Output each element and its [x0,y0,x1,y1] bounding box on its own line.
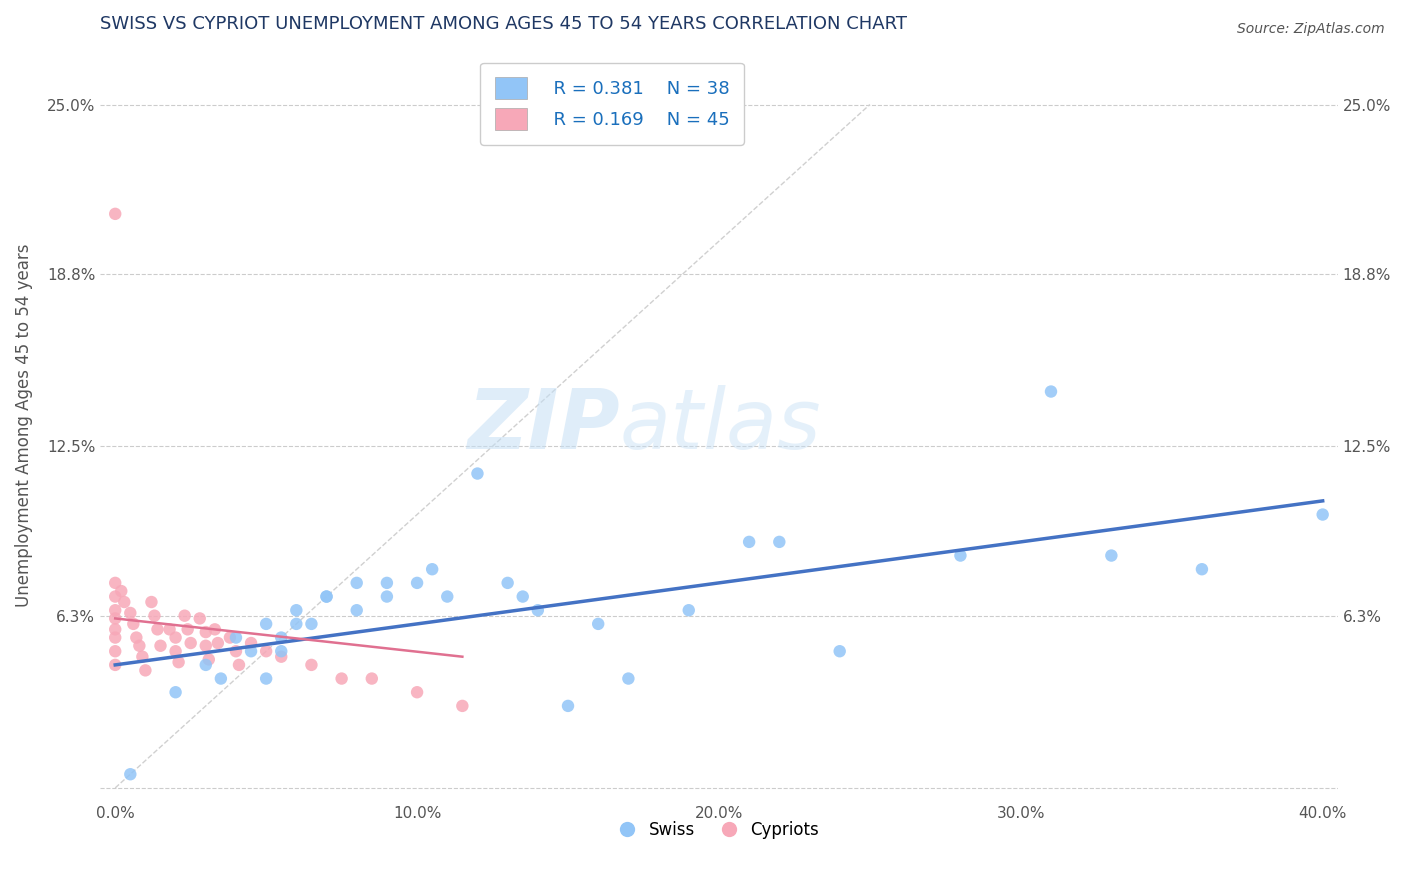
Point [104,657,127,672]
Point [131,649,153,664]
Point [557,698,579,713]
Point [360,672,382,686]
Point [225,631,247,645]
Point [330,672,353,686]
Legend: Swiss, Cypriots: Swiss, Cypriots [612,814,825,846]
Point [406,575,429,590]
Point [285,616,308,631]
Point [270,644,292,658]
Point [188,611,211,625]
Point [240,644,263,658]
Point [165,644,187,658]
Point [496,575,519,590]
Point [346,603,368,617]
Text: Source: ZipAtlas.com: Source: ZipAtlas.com [1237,22,1385,37]
Point [1191,562,1213,576]
Text: SWISS VS CYPRIOT UNEMPLOYMENT AMONG AGES 45 TO 54 YEARS CORRELATION CHART: SWISS VS CYPRIOT UNEMPLOYMENT AMONG AGES… [100,15,907,33]
Point [104,644,127,658]
Point [436,590,458,604]
Point [254,672,277,686]
Point [165,631,187,645]
Point [122,616,145,631]
Point [209,672,232,686]
Y-axis label: Unemployment Among Ages 45 to 54 years: Unemployment Among Ages 45 to 54 years [15,244,32,607]
Point [828,644,851,658]
Point [1312,508,1334,522]
Point [375,575,398,590]
Point [270,631,292,645]
Point [194,639,217,653]
Point [1040,384,1063,399]
Point [527,603,550,617]
Point [125,631,148,645]
Point [406,685,429,699]
Point [375,590,398,604]
Point [180,636,202,650]
Point [120,606,142,620]
Point [198,652,221,666]
Point [110,584,132,599]
Point [254,616,277,631]
Point [104,603,127,617]
Point [225,644,247,658]
Point [240,636,263,650]
Point [104,575,127,590]
Point [120,767,142,781]
Point [194,625,217,640]
Point [104,623,127,637]
Point [194,657,217,672]
Point [420,562,443,576]
Text: atlas: atlas [620,385,821,467]
Point [104,590,127,604]
Point [346,575,368,590]
Point [149,639,172,653]
Point [104,631,127,645]
Point [219,631,242,645]
Point [128,639,150,653]
Point [167,655,190,669]
Point [254,644,277,658]
Point [512,590,534,604]
Point [134,664,156,678]
Point [315,590,337,604]
Point [176,623,198,637]
Point [146,623,169,637]
Point [159,623,181,637]
Point [768,534,790,549]
Point [617,672,640,686]
Point [949,549,972,563]
Point [141,595,163,609]
Point [678,603,700,617]
Point [104,611,127,625]
Point [738,534,761,549]
Point [228,657,250,672]
Point [143,608,166,623]
Point [467,467,489,481]
Point [1099,549,1122,563]
Point [586,616,609,631]
Point [165,685,187,699]
Point [285,603,308,617]
Point [315,590,337,604]
Point [204,623,226,637]
Point [112,595,135,609]
Point [207,636,229,650]
Text: ZIP: ZIP [467,385,620,467]
Point [301,616,323,631]
Point [270,649,292,664]
Point [173,608,195,623]
Point [301,657,323,672]
Point [104,207,127,221]
Point [451,698,474,713]
